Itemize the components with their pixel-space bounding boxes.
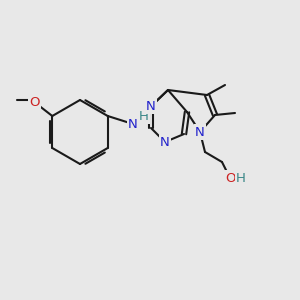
Text: N: N: [146, 100, 156, 112]
Text: H: H: [139, 110, 149, 122]
Text: O: O: [29, 95, 40, 109]
Text: O: O: [225, 172, 235, 184]
Text: H: H: [236, 172, 246, 184]
Text: N: N: [128, 118, 138, 130]
Text: N: N: [160, 136, 170, 148]
Text: N: N: [195, 125, 205, 139]
